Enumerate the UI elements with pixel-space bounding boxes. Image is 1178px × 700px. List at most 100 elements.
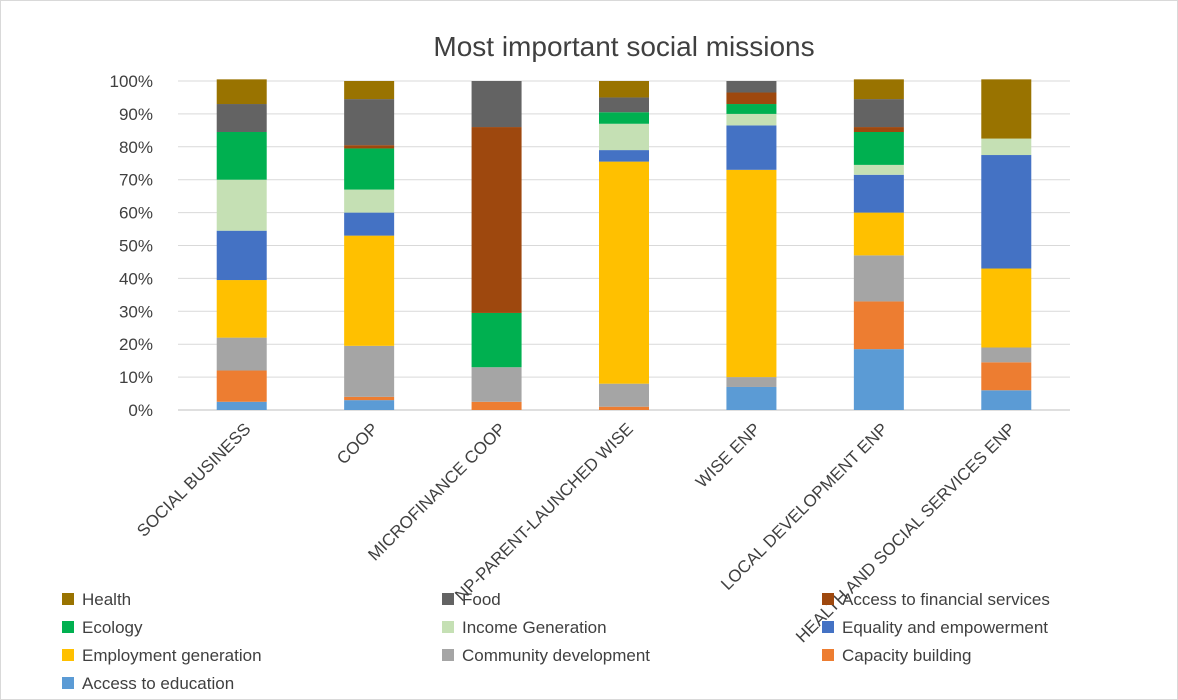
bar-segment-health (216, 79, 267, 105)
bar-stack-social-business (216, 79, 267, 410)
bar-segment-ecology (471, 312, 522, 368)
legend-swatch (442, 649, 454, 661)
bar-segment-income-generation (726, 113, 777, 126)
legend-item-food: Food (442, 590, 501, 609)
bar-segment-employment-generation (981, 268, 1032, 348)
bar-segment-equality-and-empowerment (726, 125, 777, 170)
bar-segment-access-to-financial-services (471, 127, 522, 313)
bar-segment-ecology (344, 148, 395, 190)
chart-title: Most important social missions (433, 31, 814, 62)
legend-swatch (442, 593, 454, 605)
legend-item-health: Health (62, 590, 131, 609)
y-tick-label: 70% (119, 171, 153, 190)
legend-swatch (62, 677, 74, 689)
bar-segment-ecology (726, 104, 777, 114)
bar-segment-health (599, 81, 649, 98)
bar-segment-access-to-financial-services (726, 92, 777, 105)
bar-segment-food (471, 81, 522, 128)
bar-segment-capacity-building (216, 370, 267, 402)
legend-label: Food (462, 590, 501, 609)
legend-label: Employment generation (82, 646, 262, 665)
bar-segment-employment-generation (599, 161, 649, 384)
bar-segment-equality-and-empowerment (216, 230, 267, 281)
y-tick-label: 30% (119, 302, 153, 321)
y-tick-label: 10% (119, 368, 153, 387)
bar-stack-coop (344, 81, 395, 410)
bar-segment-health (853, 79, 904, 100)
bar-segment-equality-and-empowerment (981, 155, 1032, 269)
legend-swatch (822, 649, 834, 661)
bar-segment-capacity-building (471, 401, 522, 410)
bar-segment-community-development (853, 255, 904, 302)
bar-segment-food (216, 104, 267, 132)
legend-label: Equality and empowerment (842, 618, 1048, 637)
y-axis-ticks: 0% 10% 20% 30% 40% 50% 60% 70% 80% 90% 100% (110, 72, 153, 420)
bar-segment-community-development (599, 383, 649, 407)
legend-item-employment-generation: Employment generation (62, 646, 262, 665)
bar-segment-access-to-financial-services (853, 127, 904, 132)
legend-label: Capacity building (842, 646, 971, 665)
y-tick-label: 20% (119, 335, 153, 354)
bar-segment-health (981, 79, 1032, 139)
bar-stack-np-parent-launched-wise (599, 81, 649, 410)
bar-segment-ecology (853, 131, 904, 165)
bar-segment-employment-generation (216, 280, 267, 338)
legend-label: Ecology (82, 618, 143, 637)
y-tick-label: 100% (110, 72, 153, 91)
bar-segment-community-development (726, 377, 777, 387)
bar-segment-employment-generation (853, 212, 904, 256)
legend-swatch (62, 649, 74, 661)
bar-segment-equality-and-empowerment (344, 212, 395, 236)
bar-segment-community-development (471, 367, 522, 402)
bar-stack-wise-enp (726, 81, 777, 410)
legend: Health Food Access to financial services Ec… (62, 590, 1050, 693)
bar-segment-income-generation (599, 123, 649, 151)
legend-item-equality-and-empowerment: Equality and empowerment (822, 618, 1048, 637)
bar-segment-equality-and-empowerment (599, 150, 649, 162)
bar-segment-income-generation (853, 164, 904, 175)
legend-item-income-generation: Income Generation (442, 618, 607, 637)
legend-item-capacity-building: Capacity building (822, 646, 971, 665)
legend-swatch (822, 593, 834, 605)
legend-item-access-to-financial-services: Access to financial services (822, 590, 1050, 609)
bar-segment-capacity-building (599, 406, 649, 410)
legend-label: Access to financial services (842, 590, 1050, 609)
bar-segment-capacity-building (981, 362, 1032, 391)
bar-segment-access-to-education (344, 400, 395, 410)
legend-swatch (442, 621, 454, 633)
bar-segment-community-development (344, 345, 395, 397)
bar-segment-food (726, 81, 777, 93)
bar-segment-employment-generation (726, 169, 777, 378)
y-tick-label: 50% (119, 237, 153, 256)
y-tick-label: 80% (119, 138, 153, 157)
bar-segment-income-generation (344, 189, 395, 213)
bar-segment-food (599, 97, 649, 113)
bar-segment-access-to-education (981, 390, 1032, 410)
bar-segment-food (853, 99, 904, 128)
legend-swatch (62, 593, 74, 605)
bar-segment-equality-and-empowerment (853, 174, 904, 213)
bar-segment-access-to-financial-services (344, 145, 395, 149)
bar-segment-income-generation (981, 138, 1032, 156)
bar-segment-access-to-education (216, 401, 267, 410)
bar-segment-health (344, 81, 395, 100)
bar-segment-access-to-education (853, 349, 904, 410)
bar-stack-microfinance-coop (471, 81, 522, 410)
bar-segment-food (344, 99, 395, 146)
bar-segment-access-to-education (726, 386, 777, 410)
y-tick-label: 60% (119, 204, 153, 223)
legend-swatch (62, 621, 74, 633)
bar-segment-community-development (981, 347, 1032, 363)
legend-label: Income Generation (462, 618, 607, 637)
bar-segment-capacity-building (344, 396, 395, 401)
legend-item-ecology: Ecology (62, 618, 143, 637)
legend-item-community-development: Community development (442, 646, 650, 665)
bar-segment-capacity-building (853, 301, 904, 350)
y-tick-label: 40% (119, 269, 153, 288)
y-tick-label: 90% (119, 105, 153, 124)
legend-swatch (822, 621, 834, 633)
bar-segment-income-generation (216, 179, 267, 231)
legend-label: Access to education (82, 674, 234, 693)
bar-segment-ecology (599, 112, 649, 124)
